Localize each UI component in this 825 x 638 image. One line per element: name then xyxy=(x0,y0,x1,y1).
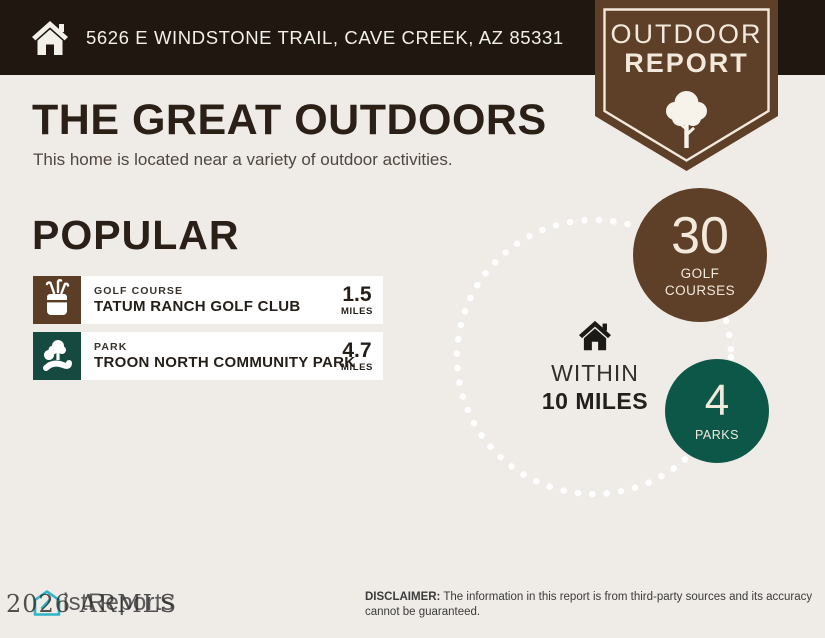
page-subtitle: This home is located near a variety of o… xyxy=(33,150,453,169)
place-distance-unit: MILES xyxy=(340,305,373,317)
within-label: WITHIN xyxy=(551,360,639,386)
golf-courses-label: GOLF COURSES xyxy=(664,266,736,298)
tree-icon xyxy=(666,91,707,148)
place-distance-unit: MILES xyxy=(340,361,373,373)
listreports-logo: istReports xyxy=(33,589,174,617)
listreports-logo-text: istReports xyxy=(63,589,175,616)
place-category: GOLF COURSE xyxy=(94,285,184,297)
stat-circle-parks: 4 PARKS xyxy=(665,359,769,463)
parks-label: PARKS xyxy=(695,427,739,442)
radius-miles-label: 10 MILES xyxy=(541,388,649,414)
disclaimer-text: DISCLAIMER: The information in this repo… xyxy=(365,591,813,618)
home-icon xyxy=(579,320,611,351)
mls-watermark: 2026 ARMLS xyxy=(6,590,178,618)
place-name: TROON NORTH COMMUNITY PARK xyxy=(94,354,356,371)
parks-count: 4 xyxy=(704,375,730,425)
badge-line1: OUTDOOR xyxy=(611,19,763,49)
outdoor-report-badge: OUTDOOR REPORT xyxy=(595,0,778,171)
place-row-golf-course: GOLF COURSE TATUM RANCH GOLF CLUB 1.5 MI… xyxy=(33,276,383,324)
disclaimer-label: DISCLAIMER: xyxy=(365,591,441,603)
place-row-park: PARK TROON NORTH COMMUNITY PARK 4.7 MILE… xyxy=(33,332,383,380)
park-tree-icon xyxy=(43,340,72,371)
property-address: 5626 E WINDSTONE TRAIL, CAVE CREEK, AZ 8… xyxy=(86,26,564,48)
page-title: THE GREAT OUTDOORS xyxy=(32,96,547,144)
stat-circle-golf-courses: 30 GOLF COURSES xyxy=(633,188,767,322)
place-name: TATUM RANCH GOLF CLUB xyxy=(94,298,301,315)
golf-bag-icon xyxy=(45,279,70,315)
golf-courses-count: 30 xyxy=(671,207,729,266)
section-title-popular: POPULAR xyxy=(32,212,240,258)
home-icon xyxy=(32,20,68,55)
golf-tile xyxy=(33,276,81,324)
place-distance-value: 4.7 xyxy=(342,338,372,362)
radius-center-label: WITHIN 10 MILES xyxy=(520,320,670,415)
place-category: PARK xyxy=(94,341,128,353)
badge-line2: REPORT xyxy=(624,48,749,78)
park-tile xyxy=(33,332,81,380)
house-logo-icon xyxy=(33,590,61,616)
radius-dotted-circle xyxy=(453,216,735,498)
place-distance-value: 1.5 xyxy=(342,282,372,306)
